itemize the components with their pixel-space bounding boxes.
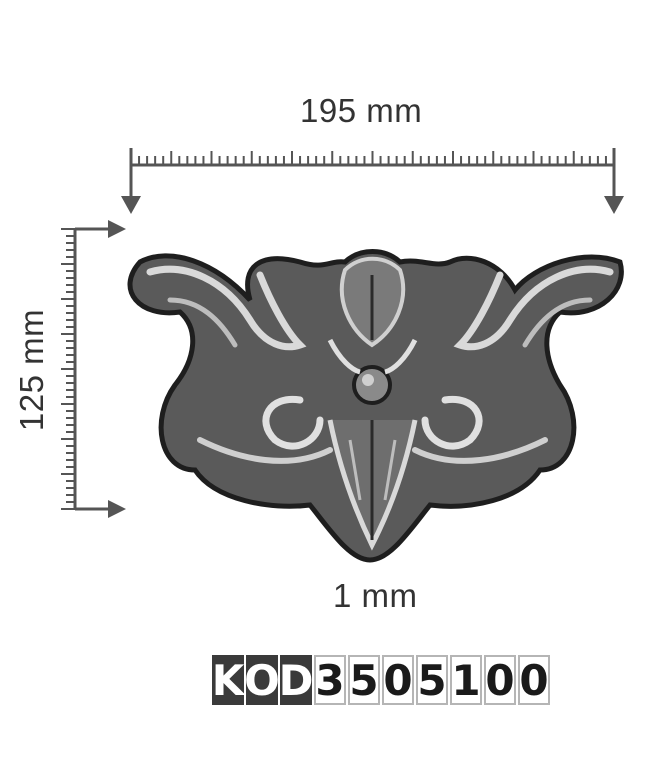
product-code: K O D 3 5 0 5 1 0 0 (212, 655, 550, 707)
height-dimension-label: 125 mm (13, 308, 50, 432)
width-arrow-left (121, 148, 141, 214)
height-ruler (61, 228, 77, 510)
width-ruler (130, 151, 615, 167)
code-digit: 5 (348, 655, 380, 705)
code-digit: 0 (518, 655, 550, 705)
width-arrow-right (604, 148, 624, 214)
code-prefix-char: K (211, 655, 245, 705)
width-dimension-label: 195 mm (300, 92, 423, 129)
code-digit: 0 (484, 655, 516, 705)
code-prefix-char: O (244, 655, 280, 705)
height-arrow-top (75, 220, 126, 238)
thickness-dimension-label: 1 mm (333, 577, 418, 614)
leaf-ornament-image (127, 249, 624, 563)
code-digit: 0 (382, 655, 414, 705)
code-prefix-char: D (278, 655, 314, 705)
code-digit: 3 (314, 655, 346, 705)
height-arrow-bottom (75, 500, 126, 518)
code-digit: 1 (450, 655, 482, 705)
code-digit: 5 (416, 655, 448, 705)
